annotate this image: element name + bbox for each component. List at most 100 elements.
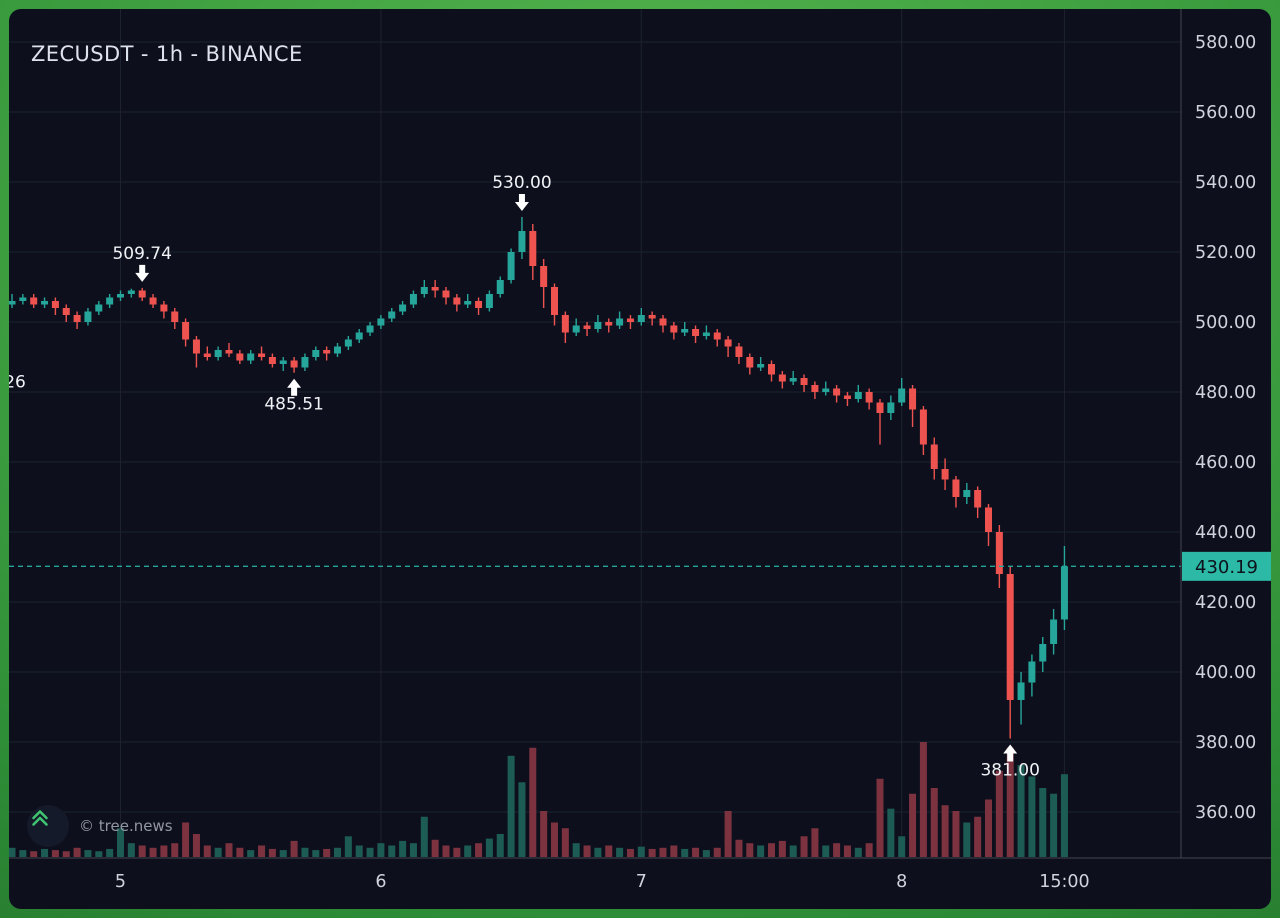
candle-body	[540, 266, 548, 287]
volume-bar	[1050, 793, 1058, 857]
volume-bars	[9, 742, 1068, 857]
candle-body	[62, 308, 70, 315]
time-tick-label: 7	[636, 872, 647, 892]
last-price-value: 430.19	[1195, 557, 1258, 578]
candle-body	[659, 318, 667, 326]
candle-body	[746, 357, 754, 368]
candle-body	[30, 297, 38, 305]
candle-body	[1050, 619, 1058, 644]
volume-bar	[865, 843, 873, 857]
volume-bar	[84, 850, 92, 857]
candle-body	[583, 325, 591, 329]
time-tick-label: 15:00	[1039, 872, 1089, 892]
candle-body	[268, 357, 276, 364]
candle-body	[768, 364, 775, 375]
candle-body	[952, 479, 960, 497]
volume-bar	[344, 836, 352, 857]
volume-bar	[822, 845, 830, 857]
candle-body	[442, 290, 450, 298]
volume-bar	[420, 816, 428, 857]
candle-body	[702, 332, 710, 336]
candle-body	[366, 325, 374, 333]
candle-body	[399, 304, 407, 312]
volume-bar	[941, 805, 949, 857]
annotations: 509.74 530.00 485.51 381.00 26	[9, 173, 1040, 781]
candle-body	[930, 444, 938, 469]
chart-surface[interactable]: 509.74 530.00 485.51 381.00 26 580.00 560.00 5…	[9, 9, 1271, 909]
volume-bar	[290, 840, 298, 857]
volume-bar	[301, 847, 309, 857]
volume-bar	[214, 847, 222, 857]
volume-bar	[117, 828, 124, 857]
volume-bar	[887, 808, 895, 857]
time-tick-label: 6	[375, 872, 386, 892]
volume-bar	[334, 847, 341, 857]
symbol-title: ZECUSDT - 1h - BINANCE	[31, 42, 303, 66]
candle-body	[865, 392, 873, 403]
price-tick-label: 500.00	[1195, 313, 1256, 333]
candle-body	[117, 294, 124, 298]
candle-body	[572, 325, 580, 333]
candle-body	[800, 378, 808, 385]
price-tick-label: 580.00	[1195, 33, 1256, 53]
candle-body	[963, 490, 971, 497]
volume-bar	[898, 836, 906, 857]
price-tick-label: 400.00	[1195, 663, 1256, 683]
candle-body	[496, 280, 504, 294]
candle-body	[561, 315, 569, 333]
candle-body	[887, 402, 895, 413]
volume-bar	[626, 848, 634, 857]
candle-body	[724, 339, 732, 347]
candle-body	[1060, 566, 1068, 620]
volume-bar	[225, 843, 233, 857]
candle-body	[41, 301, 49, 305]
volume-bar	[659, 847, 667, 857]
arrow-up-icon	[1003, 744, 1018, 762]
candle-body	[626, 318, 634, 322]
candle-body	[51, 301, 59, 308]
candle-body	[507, 252, 515, 280]
candle-body	[941, 469, 949, 480]
volume-bar	[724, 811, 732, 857]
volume-bar	[572, 843, 580, 857]
candle-body	[713, 332, 721, 340]
candles	[9, 217, 1068, 739]
candle-body	[323, 350, 331, 354]
credit-badge: © tree.news	[27, 805, 173, 847]
volume-bar	[757, 845, 765, 857]
volume-bar	[160, 845, 168, 857]
volume-bar	[551, 822, 558, 857]
volume-bar	[692, 847, 700, 857]
volume-bar	[789, 845, 797, 857]
volume-bar	[594, 847, 602, 857]
candle-body	[605, 322, 613, 326]
candle-body	[757, 364, 765, 368]
volume-bar	[442, 845, 450, 857]
candle-body	[789, 378, 797, 382]
tree-news-logo-icon	[27, 805, 69, 847]
axes[interactable]: 580.00 560.00 540.00 520.00 500.00 480.00 460.…	[9, 9, 1271, 892]
volume-bar	[388, 845, 396, 857]
price-tick-label: 360.00	[1195, 803, 1256, 823]
volume-bar	[800, 836, 808, 857]
volume-bar	[854, 847, 862, 857]
candle-body	[974, 490, 982, 508]
arrow-down-icon	[514, 194, 529, 211]
candle-body	[279, 360, 287, 364]
volume-bar	[648, 848, 656, 857]
candle-body	[594, 322, 602, 329]
price-tick-label: 380.00	[1195, 733, 1256, 753]
volume-bar	[431, 839, 439, 857]
candle-body	[648, 315, 656, 319]
volume-bar	[366, 847, 374, 857]
volume-bar	[1039, 788, 1047, 857]
candle-body	[485, 294, 493, 308]
candle-body	[616, 318, 624, 326]
candle-body	[898, 388, 906, 403]
volume-bar	[735, 839, 743, 857]
volume-bar	[681, 848, 689, 857]
volume-bar	[974, 816, 982, 857]
volume-bar	[995, 770, 1003, 857]
time-tick-label: 8	[896, 872, 907, 892]
volume-bar	[843, 845, 851, 857]
